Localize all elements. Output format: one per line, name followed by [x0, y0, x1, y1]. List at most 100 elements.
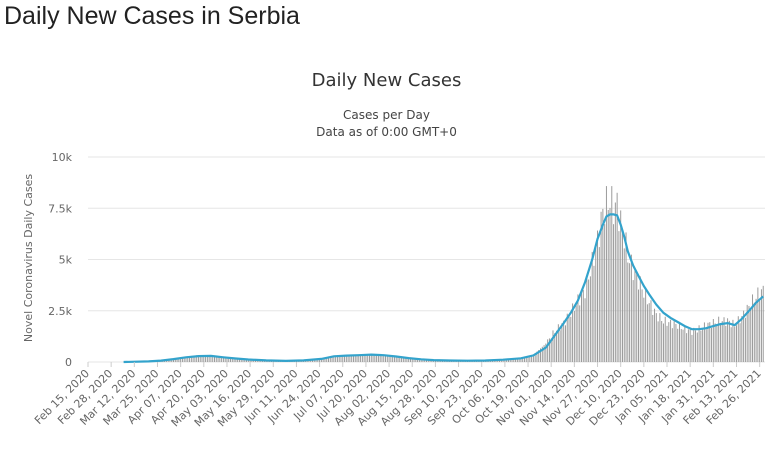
bar	[205, 355, 207, 362]
bar	[581, 291, 582, 362]
bar	[721, 321, 723, 362]
bar	[566, 313, 568, 362]
bar	[732, 319, 734, 362]
bar	[548, 338, 550, 362]
bar	[345, 355, 347, 362]
bar	[361, 354, 363, 362]
chart-title: Daily New Cases	[311, 70, 462, 91]
bar	[194, 355, 196, 362]
bar	[331, 356, 333, 362]
bar	[762, 285, 764, 362]
bar	[214, 355, 215, 362]
bar	[711, 327, 713, 362]
bar	[411, 358, 413, 362]
bar	[593, 265, 595, 362]
bar	[589, 276, 591, 362]
bar	[718, 316, 720, 362]
bar	[344, 355, 346, 362]
bar	[233, 358, 235, 362]
bar	[716, 324, 718, 362]
bar	[541, 346, 543, 362]
bar	[753, 302, 755, 362]
bar	[319, 358, 321, 362]
bar	[545, 343, 547, 362]
y-tick-label: 2.5k	[48, 305, 72, 318]
bar	[368, 354, 370, 362]
bar	[190, 355, 192, 362]
bar	[320, 358, 322, 362]
bar	[675, 323, 677, 362]
bar	[426, 359, 427, 362]
bar	[336, 355, 338, 362]
bar	[242, 359, 244, 362]
bar	[228, 357, 230, 362]
y-tick-label: 5k	[59, 254, 73, 267]
bar	[392, 355, 394, 362]
bar	[356, 354, 358, 362]
bar	[734, 326, 736, 362]
bar	[422, 359, 424, 362]
bar	[687, 329, 689, 362]
bar	[509, 359, 511, 362]
bar	[598, 247, 600, 362]
bar	[354, 354, 356, 362]
bar	[605, 186, 607, 362]
bar	[727, 318, 729, 362]
bar	[183, 356, 185, 362]
bar	[417, 358, 419, 362]
bar	[192, 355, 194, 362]
bar	[536, 351, 538, 362]
bar	[506, 359, 508, 362]
bar	[691, 334, 693, 362]
bar	[630, 254, 632, 362]
bar	[741, 316, 743, 362]
bar	[518, 358, 520, 362]
bar	[408, 357, 410, 362]
page-title: Daily New Cases in Serbia	[4, 2, 300, 30]
bar	[682, 329, 684, 362]
bar	[573, 310, 575, 362]
bar	[420, 359, 422, 362]
bar	[643, 297, 645, 362]
bar	[333, 355, 335, 362]
bar	[646, 304, 648, 362]
bar	[652, 314, 654, 362]
bar	[614, 202, 616, 362]
bar	[602, 208, 604, 362]
bar	[696, 332, 698, 362]
bar	[335, 355, 337, 362]
bar	[613, 224, 615, 362]
bar	[662, 323, 664, 362]
bar	[393, 355, 395, 362]
bar	[623, 248, 625, 362]
bar	[597, 230, 599, 362]
bar	[515, 358, 517, 362]
bar	[222, 357, 224, 362]
bar	[215, 356, 217, 362]
bar	[743, 310, 745, 362]
bar	[550, 338, 552, 362]
bar	[686, 333, 688, 362]
bar	[181, 357, 183, 362]
bar	[342, 355, 344, 362]
bar	[620, 210, 622, 362]
bar	[645, 287, 647, 362]
bar	[728, 320, 730, 362]
bar	[349, 355, 351, 362]
bar	[759, 300, 761, 362]
bar	[714, 323, 716, 362]
bar	[746, 304, 748, 362]
bar	[507, 359, 509, 362]
bar	[352, 355, 354, 362]
bar	[206, 355, 208, 362]
bar	[680, 329, 682, 362]
bar	[219, 356, 221, 362]
bar	[655, 313, 657, 362]
bar	[363, 354, 365, 362]
bar	[244, 359, 246, 362]
bar	[661, 321, 663, 362]
bar	[579, 305, 581, 362]
bar	[328, 357, 330, 362]
bar	[520, 358, 522, 362]
